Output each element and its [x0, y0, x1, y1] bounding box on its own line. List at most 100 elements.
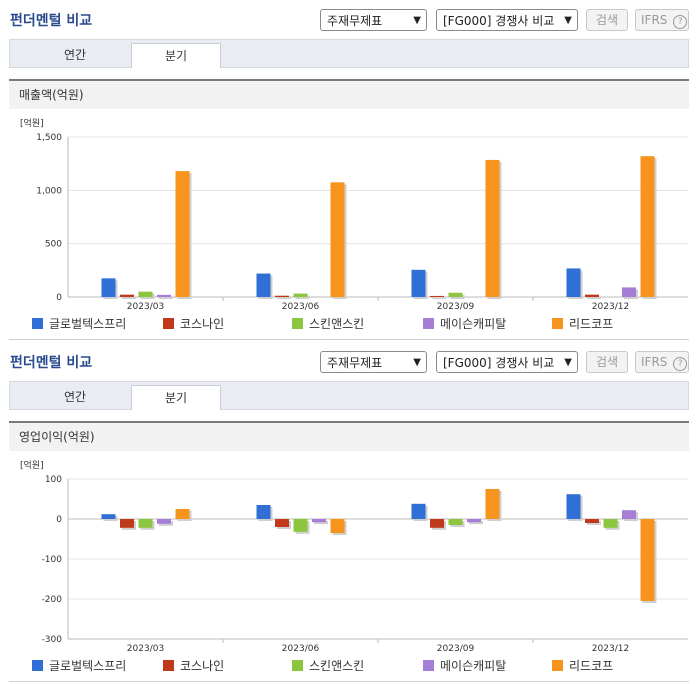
bar [120, 294, 134, 297]
bar [256, 273, 271, 297]
competitor-select[interactable]: [FG000] 경쟁사 비교 ▼ [436, 9, 578, 31]
x-tick-label: 2023/12 [592, 302, 629, 312]
legend-swatch [292, 318, 303, 329]
bar [312, 519, 326, 523]
operating-profit-chart: [억원] -300 -200 -100 0 100 2023/03 2023/06 2023/0… [20, 459, 688, 654]
legend-swatch [423, 660, 434, 671]
y-unit-label: [억원] [20, 117, 44, 129]
help-icon[interactable]: ? [673, 15, 688, 29]
search-button[interactable]: 검색 [586, 351, 628, 373]
chevron-down-icon: ▼ [564, 15, 572, 26]
y-tick-label: -200 [42, 595, 63, 605]
bar [256, 505, 271, 519]
legend-swatch [32, 660, 43, 671]
legend-item[interactable]: 코스나인 [163, 315, 224, 332]
fundamental-panel-revenue: 펀더멘털 비교 주재무제표 ▼ [FG000] 경쟁사 비교 ▼ 검색 IFRS… [0, 0, 696, 340]
legend-label: 리드코프 [569, 659, 614, 673]
legend-item[interactable]: 스킨앤스킨 [292, 315, 364, 332]
divider [9, 339, 689, 340]
legend-label: 리드코프 [569, 317, 614, 331]
bar [448, 292, 463, 297]
x-tick-label: 2023/09 [437, 302, 475, 312]
bar [603, 519, 618, 528]
bar-shadow [469, 521, 483, 525]
bar [622, 510, 636, 519]
chart-title: 영업이익(억원) [9, 421, 689, 451]
legend-label: 메이슨캐피탈 [440, 659, 507, 673]
y-unit-label: [억원] [20, 459, 44, 471]
bar [430, 295, 444, 297]
search-button[interactable]: 검색 [586, 9, 628, 31]
bar [585, 294, 599, 297]
bar [485, 159, 500, 297]
legend-label: 스킨앤스킨 [309, 317, 365, 331]
bar [411, 503, 426, 519]
tab-quarterly[interactable]: 분기 [131, 43, 221, 68]
bar-shadow [295, 295, 310, 299]
fundamental-panel-operating-profit: 펀더멘털 비교 주재무제표 ▼ [FG000] 경쟁사 비교 ▼ 검색 IFRS… [0, 342, 696, 684]
bar [585, 519, 599, 523]
tab-annual[interactable]: 연간 [63, 48, 87, 62]
ifrs-button[interactable]: IFRS ? [635, 351, 689, 373]
chart-title: 매출액(억원) [9, 79, 689, 109]
bar [175, 509, 190, 519]
bar [467, 519, 481, 523]
bar [448, 519, 463, 525]
x-tick-label: 2023/03 [127, 644, 164, 654]
competitor-select[interactable]: [FG000] 경쟁사 비교 ▼ [436, 351, 578, 373]
legend-label: 코스나인 [180, 659, 225, 673]
x-tick-label: 2023/12 [592, 644, 629, 654]
bar [640, 519, 655, 601]
legend-item[interactable]: 글로벌텍스프리 [32, 315, 126, 332]
bar-shadow [432, 297, 446, 299]
bar [330, 519, 345, 533]
legend-swatch [552, 660, 563, 671]
legend-item[interactable]: 코스나인 [163, 657, 224, 674]
legend-label: 메이슨캐피탈 [440, 317, 507, 331]
bar-shadow [277, 297, 291, 299]
y-tick-label: 0 [56, 515, 62, 525]
bar [640, 156, 655, 297]
legend-swatch [163, 318, 174, 329]
legend-label: 코스나인 [180, 317, 225, 331]
legend-item[interactable]: 메이슨캐피탈 [423, 315, 506, 332]
bar [566, 494, 581, 519]
legend-swatch [163, 660, 174, 671]
bar [485, 489, 500, 519]
tab-quarterly[interactable]: 분기 [131, 385, 221, 410]
panel-header: 펀더멘털 비교 주재무제표 ▼ [FG000] 경쟁사 비교 ▼ 검색 IFRS… [0, 0, 696, 38]
bar [293, 519, 308, 532]
ifrs-button[interactable]: IFRS ? [635, 9, 689, 31]
period-tabs: 연간 분기 [9, 381, 689, 410]
bar-shadow [122, 296, 136, 299]
y-tick-label: 0 [56, 293, 62, 303]
legend-item[interactable]: 리드코프 [552, 315, 613, 332]
bar [330, 182, 345, 297]
legend-swatch [423, 318, 434, 329]
bar [120, 519, 134, 528]
legend-item[interactable]: 글로벌텍스프리 [32, 657, 126, 674]
bar [101, 278, 116, 297]
bar [430, 519, 444, 528]
legend-swatch [552, 318, 563, 329]
panel-title: 펀더멘털 비교 [10, 355, 93, 371]
panel-header: 펀더멘털 비교 주재무제표 ▼ [FG000] 경쟁사 비교 ▼ 검색 IFRS… [0, 342, 696, 380]
legend-item[interactable]: 메이슨캐피탈 [423, 657, 506, 674]
x-tick-label: 2023/06 [282, 644, 320, 654]
bar [138, 519, 153, 528]
bar-shadow [314, 521, 328, 525]
statement-select[interactable]: 주재무제표 ▼ [320, 351, 427, 373]
statement-select[interactable]: 주재무제표 ▼ [320, 9, 427, 31]
tab-annual[interactable]: 연간 [63, 390, 87, 404]
y-tick-label: 1,500 [36, 133, 62, 143]
legend-item[interactable]: 스킨앤스킨 [292, 657, 364, 674]
revenue-chart: [억원] 0 500 1,000 1,500 2023/03 2023/06 2023/09 2… [20, 117, 688, 312]
legend-item[interactable]: 리드코프 [552, 657, 613, 674]
help-icon[interactable]: ? [673, 357, 688, 371]
y-tick-label: -100 [42, 555, 63, 565]
chevron-down-icon: ▼ [564, 357, 572, 368]
bar [566, 268, 581, 297]
y-tick-label: 100 [45, 475, 62, 485]
bar [275, 295, 289, 297]
bar [275, 519, 289, 527]
